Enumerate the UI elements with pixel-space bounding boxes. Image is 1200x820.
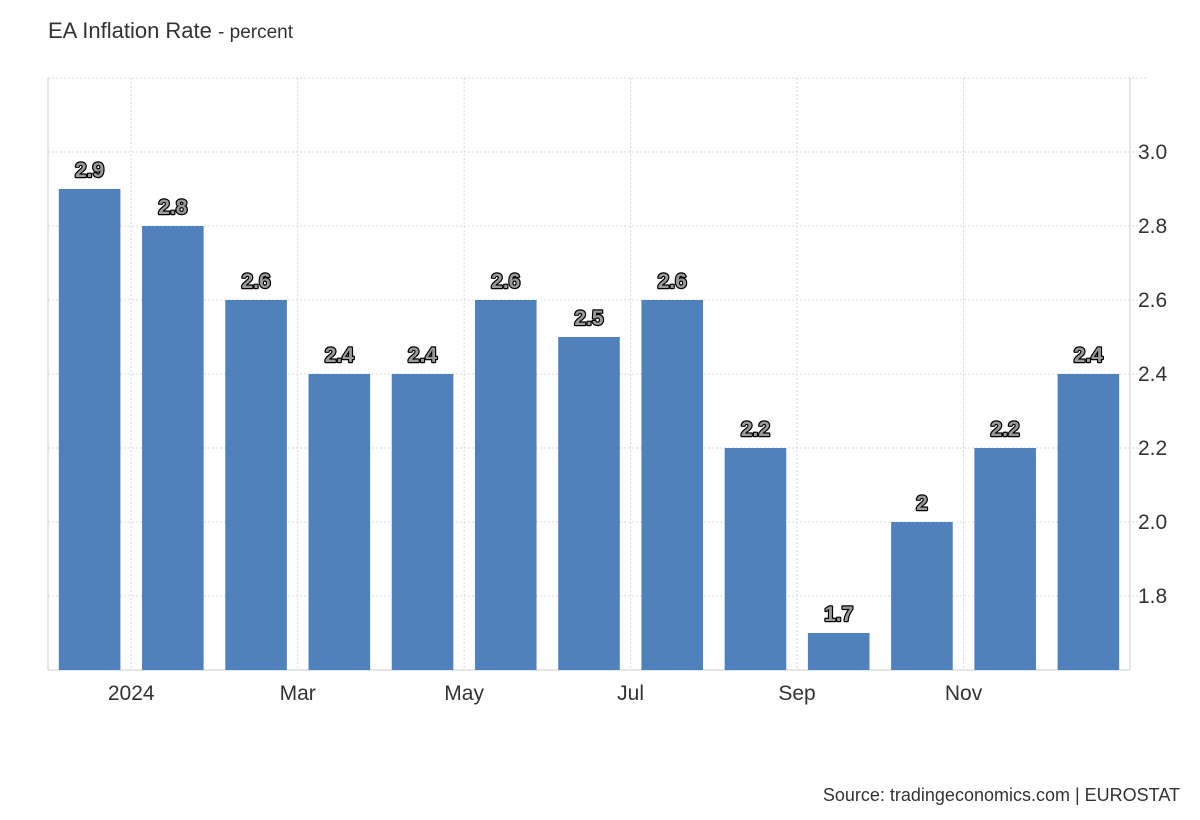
data-label: 2.4 (325, 344, 355, 367)
bar[interactable] (308, 374, 371, 670)
data-label: 2.6 (658, 270, 687, 293)
y-tick-label: 2.6 (1138, 289, 1167, 312)
bar[interactable] (641, 300, 704, 670)
bar[interactable] (1057, 374, 1120, 670)
data-label: 2.2 (991, 418, 1020, 441)
bar[interactable] (558, 337, 620, 670)
data-label: 2.6 (491, 270, 520, 293)
x-tick-label: Nov (945, 682, 983, 705)
y-tick-label: 2.8 (1138, 215, 1167, 238)
data-label: 2.5 (574, 307, 604, 330)
data-label: 2.9 (75, 159, 104, 182)
data-label: 2.2 (741, 418, 770, 441)
bar[interactable] (142, 226, 204, 670)
data-label: 2.4 (1074, 344, 1104, 367)
chart-title: EA Inflation Rate - percent (48, 18, 293, 44)
y-tick-label: 2.0 (1138, 511, 1167, 534)
bar[interactable] (724, 448, 787, 670)
x-tick-label: Jul (617, 682, 644, 705)
bar[interactable] (974, 448, 1036, 670)
x-tick-label: May (444, 682, 484, 705)
bar[interactable] (891, 522, 953, 670)
data-label: 1.7 (824, 603, 853, 626)
x-tick-label: Sep (778, 682, 815, 705)
y-tick-label: 3.0 (1138, 141, 1167, 164)
x-axis-tick-labels: 2024 Mar May Jul Sep Nov (108, 682, 983, 705)
data-label: 2 (916, 492, 928, 515)
bar[interactable] (58, 189, 121, 670)
data-label: 2.6 (241, 270, 270, 293)
y-axis-tick-labels: 1.8 2.0 2.2 2.4 2.6 2.8 3.0 (1138, 141, 1168, 608)
chart-unit: - percent (218, 22, 293, 43)
bar[interactable] (225, 300, 287, 670)
x-tick-label: 2024 (108, 682, 155, 705)
data-label: 2.8 (158, 196, 188, 219)
chart-title-text: EA Inflation Rate (48, 18, 212, 43)
data-label: 2.4 (408, 344, 438, 367)
bar[interactable] (807, 633, 870, 670)
bars (58, 189, 1120, 670)
data-labels: 2.9 2.8 2.6 2.4 2.4 2.6 2.5 2.6 2.2 1.7 2 2.2 2.4 (74, 158, 1105, 627)
y-tick-label: 1.8 (1138, 585, 1167, 608)
source-note: Source: tradingeconomics.com | EUROSTAT (822, 785, 1180, 805)
y-tick-label: 2.2 (1138, 437, 1167, 460)
y-tick-label: 2.4 (1138, 363, 1168, 386)
x-tick-label: Mar (280, 682, 316, 705)
bar[interactable] (474, 300, 537, 670)
bar[interactable] (391, 374, 454, 670)
